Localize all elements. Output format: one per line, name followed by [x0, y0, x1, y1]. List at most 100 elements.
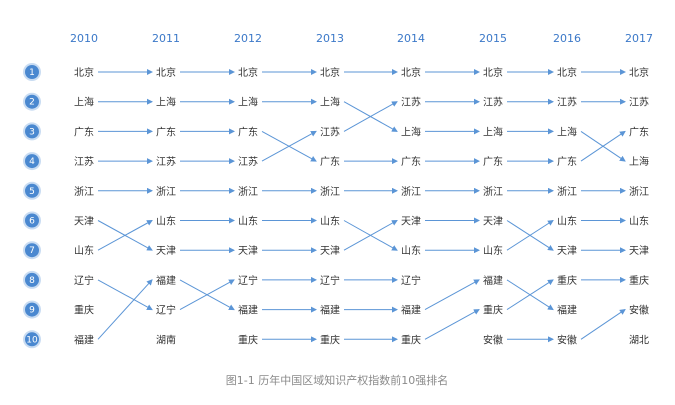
province-label: 上海 — [557, 125, 577, 138]
rank-badge-circle — [25, 302, 39, 317]
province-label: 北京 — [320, 66, 340, 79]
rank-number: 1 — [29, 68, 35, 78]
province-label: 湖南 — [156, 333, 176, 346]
rank-badge-circle — [25, 213, 39, 228]
province-label: 上海 — [238, 96, 258, 109]
province-label: 重庆 — [238, 333, 258, 346]
province-label: 重庆 — [401, 333, 421, 346]
province-label: 重庆 — [557, 274, 577, 287]
rank-badge: 4 — [23, 152, 41, 171]
rank-badge: 1 — [23, 63, 41, 81]
year-label: 2012 — [234, 32, 262, 45]
province-label: 福建 — [156, 274, 176, 287]
province-label: 辽宁 — [320, 274, 340, 287]
rank-link — [97, 220, 153, 251]
rank-badge: 10 — [23, 330, 41, 349]
year-label: 2017 — [625, 32, 653, 45]
rank-link — [506, 219, 554, 251]
province-label: 重庆 — [629, 274, 649, 287]
province-label: 山东 — [401, 244, 421, 257]
province-label: 浙江 — [629, 186, 649, 198]
rank-number: 4 — [29, 157, 35, 167]
province-label: 广东 — [483, 155, 503, 168]
year-label: 2015 — [479, 32, 507, 45]
rank-link — [424, 279, 480, 311]
province-label: 上海 — [156, 96, 176, 109]
province-label: 山东 — [557, 215, 577, 228]
province-label: 广东 — [320, 155, 340, 168]
province-label: 山东 — [629, 215, 649, 228]
rank-badge-circle — [25, 243, 39, 258]
province-label: 江苏 — [238, 155, 258, 168]
province-label: 江苏 — [156, 155, 176, 168]
rank-link — [97, 279, 153, 311]
rank-number: 2 — [29, 98, 35, 108]
province-label: 福建 — [557, 304, 577, 317]
rank-number: 6 — [29, 217, 35, 227]
rank-badge-circle — [25, 332, 39, 347]
rank-badge: 2 — [23, 92, 41, 111]
province-label: 山东 — [483, 244, 503, 257]
province-label: 北京 — [74, 66, 94, 79]
province-label: 上海 — [74, 96, 94, 109]
rank-number: 8 — [29, 276, 35, 286]
province-label: 安徽 — [483, 333, 503, 346]
province-label: 江苏 — [401, 96, 421, 109]
province-label: 浙江 — [320, 186, 340, 198]
rank-number: 7 — [29, 246, 35, 256]
province-label: 天津 — [156, 245, 176, 257]
province-grid: 北京上海广东江苏浙江天津山东辽宁重庆福建北京上海广东江苏浙江山东天津福建辽宁湖南… — [74, 66, 649, 346]
rank-number: 9 — [29, 306, 35, 316]
province-label: 江苏 — [74, 155, 94, 168]
province-label: 广东 — [74, 125, 94, 138]
province-label: 安徽 — [629, 304, 649, 317]
province-label: 安徽 — [557, 333, 577, 346]
province-label: 重庆 — [320, 333, 340, 346]
rank-badge-circle — [25, 94, 39, 109]
rank-badge: 5 — [23, 181, 41, 200]
province-label: 上海 — [483, 125, 503, 138]
province-label: 辽宁 — [74, 274, 94, 287]
rank-badge: 6 — [23, 211, 41, 230]
province-label: 天津 — [629, 245, 649, 257]
province-label: 浙江 — [156, 186, 176, 198]
rank-link — [343, 220, 398, 251]
province-label: 重庆 — [483, 304, 503, 317]
year-label: 2010 — [70, 32, 98, 45]
province-label: 广东 — [401, 155, 421, 168]
rank-number: 10 — [26, 335, 38, 345]
province-label: 辽宁 — [238, 274, 258, 287]
rank-link — [343, 101, 398, 132]
rank-badge: 7 — [23, 241, 41, 260]
province-label: 北京 — [156, 66, 176, 79]
province-label: 福建 — [401, 304, 421, 317]
province-label: 福建 — [320, 304, 340, 317]
province-label: 上海 — [320, 96, 340, 109]
province-label: 天津 — [320, 245, 340, 257]
province-label: 浙江 — [401, 186, 421, 198]
year-label: 2014 — [397, 32, 425, 45]
province-label: 浙江 — [74, 186, 94, 198]
province-label: 湖北 — [629, 334, 649, 346]
province-label: 山东 — [74, 244, 94, 257]
rank-badge-circle — [25, 154, 39, 169]
province-label: 重庆 — [74, 304, 94, 317]
province-label: 山东 — [320, 215, 340, 228]
province-label: 北京 — [483, 66, 503, 79]
rank-link — [580, 130, 626, 162]
province-label: 浙江 — [238, 186, 258, 198]
rank-badges: 1 2 3 4 5 6 7 8 9 10 — [23, 63, 41, 349]
province-label: 山东 — [238, 215, 258, 228]
province-label: 福建 — [74, 333, 94, 346]
province-label: 天津 — [238, 245, 258, 257]
province-label: 上海 — [629, 155, 649, 168]
rank-link — [179, 279, 235, 311]
rank-badge: 8 — [23, 270, 41, 289]
province-label: 广东 — [156, 125, 176, 138]
rank-number: 3 — [29, 127, 35, 137]
province-label: 江苏 — [557, 96, 577, 109]
year-label: 2013 — [316, 32, 344, 45]
rank-number: 5 — [29, 187, 35, 197]
